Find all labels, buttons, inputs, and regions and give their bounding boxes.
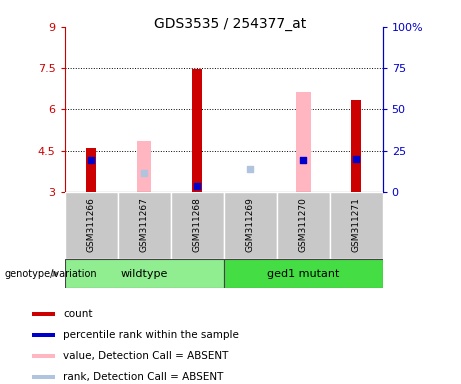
Bar — [65, 192, 118, 259]
Text: value, Detection Call = ABSENT: value, Detection Call = ABSENT — [63, 351, 229, 361]
Text: GSM311266: GSM311266 — [87, 197, 95, 252]
Bar — [192, 69, 202, 192]
Point — [300, 157, 307, 164]
Text: count: count — [63, 309, 93, 319]
Bar — [31, 375, 55, 379]
Bar — [224, 192, 277, 259]
Point — [246, 166, 254, 172]
Bar — [31, 312, 55, 316]
Bar — [31, 354, 55, 358]
Text: ged1 mutant: ged1 mutant — [267, 268, 339, 279]
Bar — [65, 259, 224, 288]
Text: rank, Detection Call = ABSENT: rank, Detection Call = ABSENT — [63, 372, 224, 382]
Bar — [330, 192, 383, 259]
Text: GSM311271: GSM311271 — [352, 197, 361, 252]
Bar — [224, 259, 383, 288]
Bar — [351, 100, 361, 192]
Point — [193, 184, 201, 190]
Bar — [277, 192, 330, 259]
Bar — [296, 91, 311, 192]
Point — [140, 170, 148, 176]
Text: percentile rank within the sample: percentile rank within the sample — [63, 330, 239, 340]
Bar — [86, 148, 96, 192]
Bar — [118, 192, 171, 259]
Point — [88, 157, 95, 164]
Point — [352, 156, 360, 162]
Text: GSM311270: GSM311270 — [299, 197, 307, 252]
Text: wildtype: wildtype — [120, 268, 168, 279]
Text: GSM311269: GSM311269 — [246, 197, 254, 252]
Text: GDS3535 / 254377_at: GDS3535 / 254377_at — [154, 17, 307, 31]
Text: genotype/variation: genotype/variation — [5, 268, 97, 279]
Bar — [171, 192, 224, 259]
Text: GSM311267: GSM311267 — [140, 197, 148, 252]
Bar — [31, 333, 55, 337]
Bar — [136, 141, 152, 192]
Text: GSM311268: GSM311268 — [193, 197, 201, 252]
